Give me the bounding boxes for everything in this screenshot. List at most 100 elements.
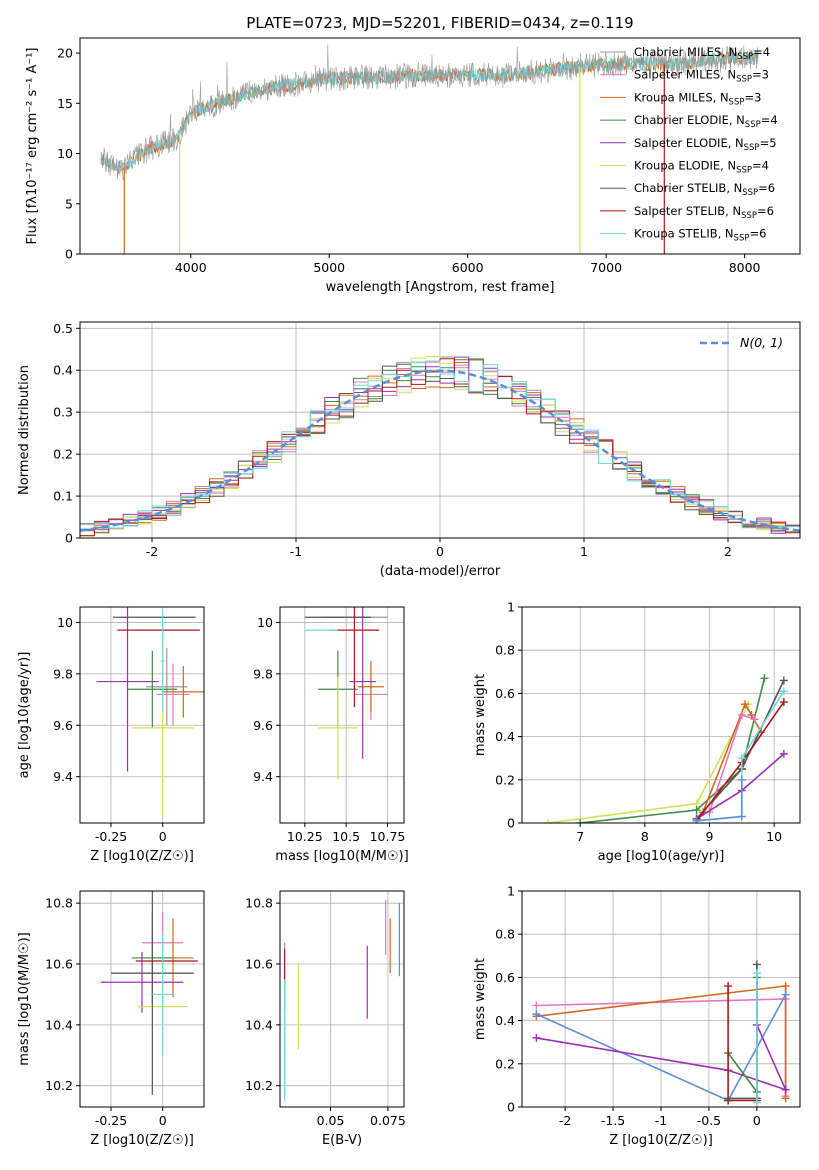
y-tick-label: 9.6 <box>253 718 273 733</box>
data-marker <box>779 749 788 758</box>
y-tick-label: 0.4 <box>495 1013 515 1028</box>
errorbar-point-salpeter-elodie <box>96 607 159 772</box>
legend-entry: Chabrier ELODIE, NSSP=4 <box>634 113 778 130</box>
x-axis-label: wavelength [Angstrom, rest frame] <box>326 280 555 295</box>
y-tick-label: 0.2 <box>53 447 73 462</box>
x-tick-label: 8 <box>641 829 649 844</box>
y-tick-label: 0.6 <box>495 686 515 701</box>
age_vs_mass-frame <box>279 606 405 824</box>
data-marker <box>737 711 746 719</box>
data-marker <box>760 674 769 683</box>
errorbar-point-kroupa-miles <box>357 661 385 713</box>
y-tick-label: 9.8 <box>53 666 73 681</box>
y-tick-label: 9.6 <box>53 718 73 733</box>
data-marker <box>532 1010 541 1019</box>
histogram-salpeter-elodie <box>80 356 800 534</box>
y-axis-label: mass weight <box>473 958 488 1040</box>
x-axis-label: Z [log10(Z/Z☉)] <box>609 1133 713 1148</box>
y-tick-label: 0.4 <box>53 363 73 378</box>
y-axis-label: Flux [fλ10⁻¹⁷ erg cm⁻² s⁻¹ A⁻¹] <box>25 48 40 245</box>
data-marker <box>752 1098 761 1107</box>
errorbar-point-chabrier-stelib <box>111 891 194 1095</box>
legend-entry: Chabrier STELIB, NSSP=6 <box>634 181 775 198</box>
series-normal <box>692 775 746 823</box>
data-marker <box>752 960 761 969</box>
age_vs_Z-panel: -0.25 0 9.4 9.6 9.8 10 Z [log10(Z/Z☉)] age [log… <box>17 606 205 864</box>
y-axis-label: Normed distribution <box>17 365 32 495</box>
data-marker <box>543 819 552 823</box>
series-line <box>727 986 757 1102</box>
legend-entry: N(0, 1) <box>740 335 783 350</box>
y-tick-label: 10 <box>257 615 273 630</box>
errorbar-point-salpeter-elodie <box>349 607 376 759</box>
y-tick-label: 1 <box>507 600 515 615</box>
legend-entry: Kroupa ELODIE, NSSP=4 <box>634 159 769 176</box>
x-tick-label: 7 <box>576 829 584 844</box>
data-marker <box>781 1085 790 1094</box>
x-axis-label: mass [log10(M/M☉)] <box>275 849 408 864</box>
x-tick-label: 0 <box>159 1113 167 1128</box>
data-marker <box>779 676 788 685</box>
age_vs_mass-plot-area <box>304 607 388 780</box>
y-tick-label: 10.4 <box>245 1017 273 1032</box>
data-marker <box>724 982 733 991</box>
age_vs_mass-panel: 10.25 10.5 10.75 9.4 9.6 9.8 10 mass [log10(M/M… <box>253 606 409 864</box>
x-tick-label: -1 <box>290 544 302 559</box>
series-kroupa-stelib <box>752 969 761 1107</box>
legend-entry: Kroupa STELIB, NSSP=6 <box>634 227 766 244</box>
errorbar-point-chabrier-miles <box>146 648 188 726</box>
x-tick-label: -2 <box>559 1113 571 1128</box>
data-marker <box>737 754 746 763</box>
x-axis-label: Z [log10(Z/Z☉)] <box>90 849 194 864</box>
spectrum-panel: 4000 5000 6000 7000 8000 0 5 10 15 20 wavelength [… <box>25 37 801 295</box>
data-marker <box>576 819 585 823</box>
mass_vs_EBV-panel: 0.05 0.075 10.2 10.4 10.6 10.8 E(B-V) <box>245 890 406 1148</box>
y-tick-label: 10 <box>57 146 73 161</box>
legend-entry: Chabrier MILES, NSSP=4 <box>634 45 770 62</box>
data-marker <box>781 982 790 991</box>
y-tick-label: 20 <box>57 46 73 61</box>
y-tick-label: 0 <box>65 531 73 546</box>
x-tick-label: 7000 <box>590 260 622 275</box>
x-tick-label: -2 <box>146 544 158 559</box>
mass_vs_EBV-frame <box>279 890 405 1108</box>
age_vs_Z-plot-area <box>96 607 204 818</box>
errorbar-point-salpeter-miles <box>156 663 190 726</box>
y-tick-label: 9.8 <box>253 666 273 681</box>
data-marker <box>532 1033 541 1042</box>
data-marker <box>692 816 701 823</box>
data-marker <box>737 775 746 784</box>
y-tick-label: 9.4 <box>53 769 73 784</box>
data-marker <box>724 1094 733 1103</box>
y-tick-label: 0.5 <box>53 321 73 336</box>
histogram-kroupa-miles <box>80 358 800 531</box>
x-axis-label: E(B-V) <box>322 1133 362 1148</box>
data-marker <box>752 969 761 978</box>
age_vs_Z-frame <box>79 606 205 824</box>
x-tick-label: 0.075 <box>370 1113 406 1128</box>
x-axis-label: age [log10(age/yr)] <box>598 849 725 864</box>
weight_vs_Z-plot-area <box>532 960 790 1107</box>
x-tick-label: 0.05 <box>317 1113 345 1128</box>
errorbar-point-kroupa-stelib <box>160 609 165 713</box>
mass_vs_Z-frame <box>79 890 205 1108</box>
weight_vs_age-panel: 7 8 9 10 0 0.2 0.4 0.6 0.8 1 age [log10(age/yr)] ma… <box>473 600 801 864</box>
series-chabrier-stelib <box>724 960 761 1103</box>
y-tick-label: 10.6 <box>245 957 273 972</box>
x-axis-label: Z [log10(Z/Z☉)] <box>90 1133 194 1148</box>
legend-entry: Salpeter MILES, NSSP=3 <box>634 68 769 85</box>
x-tick-label: -0.25 <box>95 1113 127 1128</box>
mass_vs_Z-plot-area <box>100 891 198 1095</box>
x-tick-label: 9 <box>706 829 714 844</box>
data-marker <box>781 990 790 999</box>
errorbar-point-chabrier-elodie <box>127 650 178 728</box>
x-tick-label: 10.75 <box>370 829 406 844</box>
x-tick-label: 8000 <box>729 260 761 275</box>
x-tick-label: 1 <box>580 544 588 559</box>
legend-entry: Kroupa MILES, NSSP=3 <box>634 90 761 107</box>
data-marker <box>532 1001 541 1010</box>
y-tick-label: 0 <box>65 247 73 262</box>
data-marker <box>781 1094 790 1103</box>
x-axis-label: (data-model)/error <box>380 564 501 579</box>
